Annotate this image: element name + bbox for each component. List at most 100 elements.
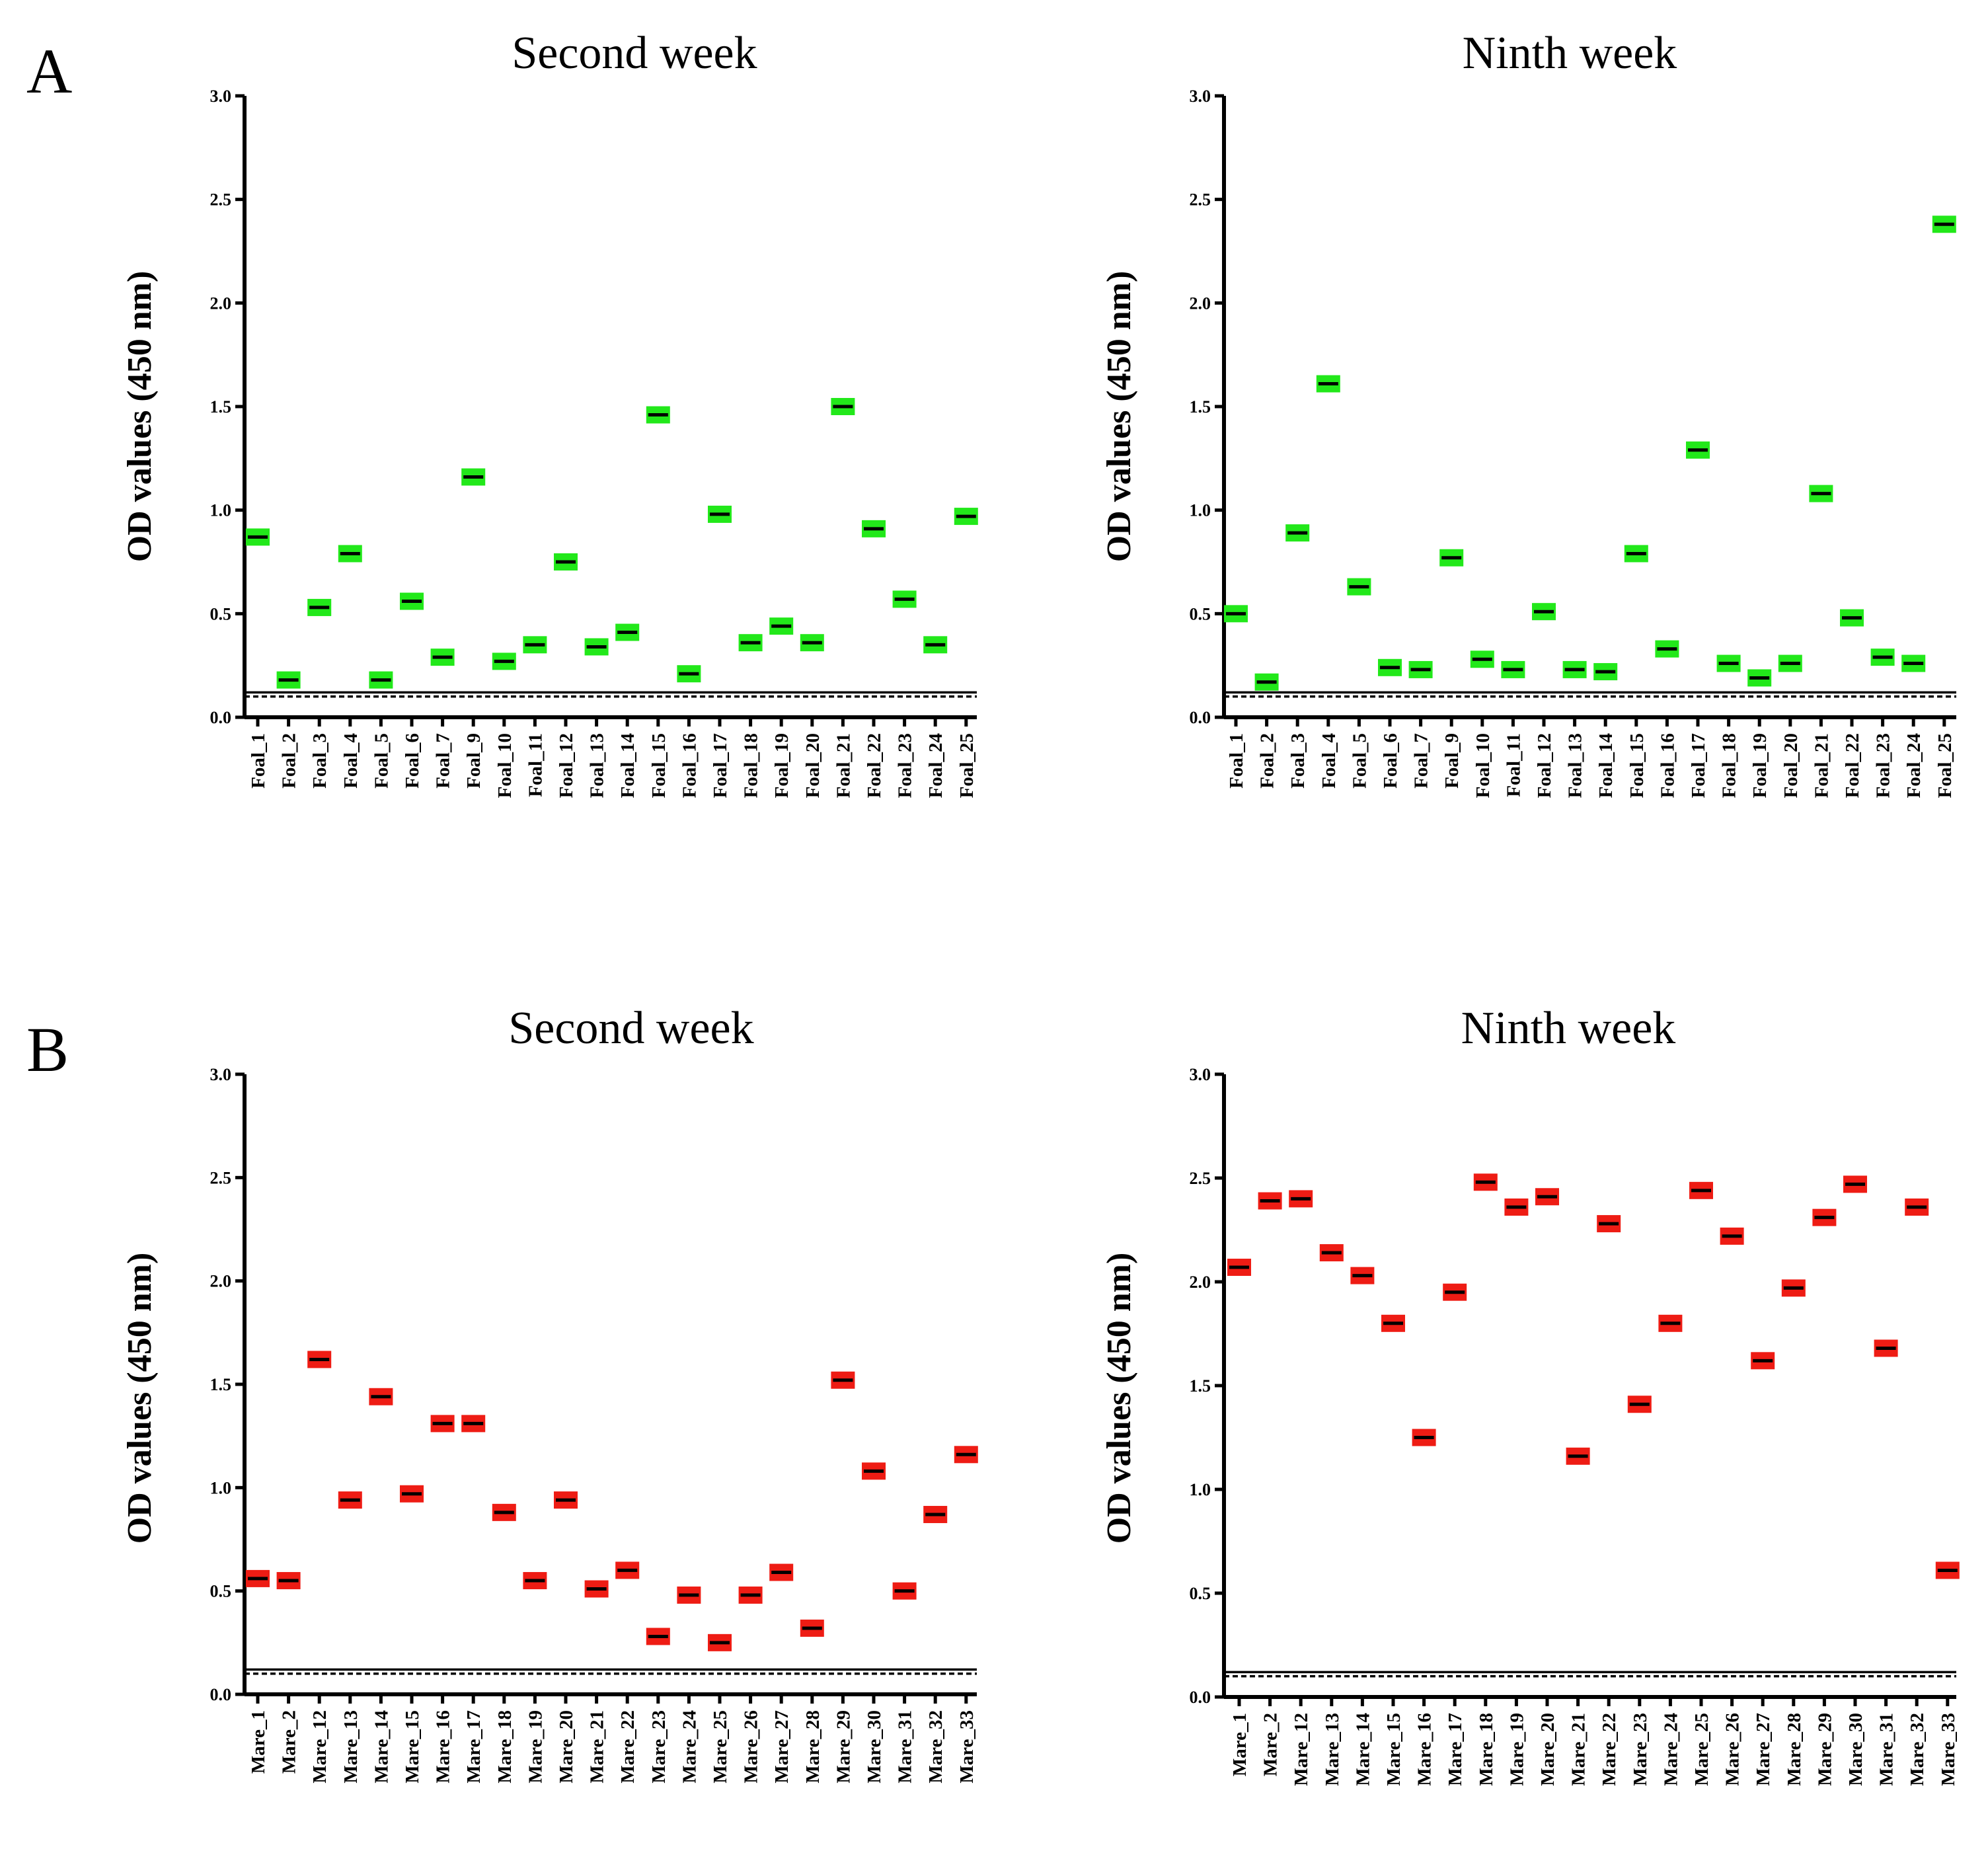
x-tick-label: Mare_16 <box>433 1710 454 1784</box>
chart-title: Ninth week <box>1463 28 1677 79</box>
chart-title: Second week <box>508 1003 753 1054</box>
x-tick-label: Foal_25 <box>1934 733 1956 798</box>
y-tick-label: 1.0 <box>1190 1480 1211 1499</box>
x-tick-label: Mare_15 <box>1383 1713 1404 1786</box>
x-tick-label: Foal_19 <box>1749 733 1771 798</box>
y-tick-label: 1.0 <box>210 501 232 520</box>
chart-mare-ninth-week: Ninth week OD values (450 nm) 0.0 0.5 1.0 1… <box>1100 1003 1960 1786</box>
x-tick-label: Mare_30 <box>1845 1713 1866 1786</box>
x-tick-label: Mare_21 <box>1568 1713 1589 1786</box>
x-tick-label: Mare_14 <box>1352 1713 1373 1786</box>
x-tick-label: Mare_2 <box>279 1710 300 1774</box>
x-tick-label: Mare_27 <box>771 1710 792 1784</box>
x-tick-label: Foal_4 <box>340 733 362 789</box>
x-tick-label: Mare_23 <box>648 1710 669 1784</box>
y-tick-label: 2.5 <box>210 190 232 210</box>
x-tick-label: Foal_5 <box>371 733 392 789</box>
y-axis-label: OD values (450 nm) <box>121 1253 159 1544</box>
y-tick-label: 1.5 <box>210 1375 232 1394</box>
x-tick-label: Mare_21 <box>587 1710 608 1784</box>
x-tick-label: Foal_7 <box>1411 733 1432 789</box>
x-tick-label: Foal_21 <box>1811 733 1832 798</box>
x-tick-label: Foal_22 <box>864 733 885 798</box>
x-tick-label: Foal_10 <box>1472 733 1494 798</box>
x-tick-label: Mare_13 <box>1322 1713 1343 1786</box>
y-axis-label: OD values (450 nm) <box>121 271 159 563</box>
x-tick-label: Foal_10 <box>494 733 516 798</box>
x-tick-label: Foal_17 <box>1688 733 1709 798</box>
x-tick-label: Mare_27 <box>1753 1713 1774 1786</box>
x-tick-label: Mare_23 <box>1630 1713 1651 1786</box>
x-tick-label: Foal_20 <box>802 733 823 798</box>
y-tick-label: 0.5 <box>210 1582 232 1601</box>
y-tick-label: 0.0 <box>210 708 232 727</box>
y-tick-label: 0.0 <box>1190 1688 1211 1707</box>
x-tick-label: Mare_28 <box>1784 1713 1805 1786</box>
x-tick-label: Mare_25 <box>1691 1713 1712 1786</box>
chart-foal-second-week: Second week OD values (450 nm) 0.0 0.5 1.0… <box>121 28 978 798</box>
x-tick-label: Foal_14 <box>617 733 638 798</box>
y-axis-label: OD values (450 nm) <box>1100 1253 1138 1544</box>
chart-title: Ninth week <box>1461 1003 1676 1054</box>
x-tick-label: Mare_31 <box>1876 1713 1897 1786</box>
y-tick-label: 1.5 <box>1190 397 1211 416</box>
x-tick-label: Mare_30 <box>864 1710 885 1784</box>
x-tick-label: Foal_3 <box>309 733 330 789</box>
x-tick-label: Foal_9 <box>463 733 484 789</box>
x-tick-label: Foal_19 <box>771 733 792 798</box>
y-tick-label: 1.0 <box>1190 501 1211 520</box>
y-tick-label: 1.5 <box>210 397 232 416</box>
x-tick-label: Mare_24 <box>1660 1713 1681 1786</box>
panel-label-b: B <box>26 1014 69 1085</box>
y-tick-label: 2.0 <box>210 294 232 313</box>
y-tick-label: 0.0 <box>210 1685 232 1704</box>
x-tick-label: Foal_2 <box>279 733 300 789</box>
y-tick-label: 1.5 <box>1190 1376 1211 1396</box>
x-tick-label: Foal_24 <box>925 733 946 798</box>
chart-title: Second week <box>512 28 757 79</box>
x-tick-label: Mare_15 <box>402 1710 423 1784</box>
x-tick-label: Foal_12 <box>556 733 577 798</box>
x-tick-label: Foal_15 <box>648 733 669 798</box>
x-tick-label: Mare_14 <box>371 1710 392 1784</box>
x-tick-label: Mare_33 <box>1938 1713 1959 1786</box>
x-tick-label: Foal_1 <box>1226 733 1247 789</box>
x-tick-label: Foal_16 <box>1657 733 1678 798</box>
x-tick-label: Mare_26 <box>1722 1713 1743 1786</box>
x-tick-label: Mare_12 <box>1291 1713 1312 1786</box>
x-tick-label: Foal_20 <box>1780 733 1802 798</box>
y-axis-label: OD values (450 nm) <box>1100 271 1138 563</box>
x-tick-label: Mare_29 <box>833 1710 854 1784</box>
x-tick-label: Foal_21 <box>833 733 854 798</box>
x-tick-label: Mare_1 <box>1229 1713 1250 1776</box>
x-tick-label: Foal_13 <box>1565 733 1586 798</box>
y-tick-label: 3.0 <box>210 1065 232 1084</box>
x-tick-label: Mare_28 <box>802 1710 823 1784</box>
x-tick-label: Foal_23 <box>895 733 916 798</box>
x-tick-label: Foal_13 <box>587 733 608 798</box>
x-tick-label: Mare_17 <box>1445 1713 1466 1786</box>
x-tick-label: Mare_2 <box>1260 1713 1281 1776</box>
x-tick-label: Foal_14 <box>1595 733 1617 798</box>
x-tick-label: Mare_31 <box>895 1710 916 1784</box>
x-tick-label: Mare_20 <box>1537 1713 1558 1786</box>
y-tick-label: 2.0 <box>210 1272 232 1291</box>
x-tick-label: Mare_29 <box>1814 1713 1835 1786</box>
x-tick-label: Mare_13 <box>340 1710 362 1784</box>
x-tick-label: Mare_18 <box>1476 1713 1497 1786</box>
y-tick-label: 3.0 <box>210 87 232 106</box>
y-tick-label: 0.5 <box>210 604 232 623</box>
x-tick-label: Mare_25 <box>710 1710 731 1784</box>
x-tick-label: Mare_24 <box>679 1710 700 1784</box>
x-tick-label: Mare_19 <box>1506 1713 1527 1786</box>
x-tick-label: Foal_1 <box>248 733 269 789</box>
y-tick-label: 2.5 <box>1190 190 1211 210</box>
x-tick-label: Mare_22 <box>617 1710 638 1784</box>
x-tick-label: Mare_33 <box>956 1710 977 1784</box>
x-tick-label: Foal_15 <box>1626 733 1648 798</box>
x-tick-label: Foal_23 <box>1873 733 1894 798</box>
x-tick-label: Foal_22 <box>1842 733 1863 798</box>
x-tick-label: Foal_2 <box>1257 733 1278 789</box>
y-tick-label: 2.5 <box>210 1168 232 1187</box>
